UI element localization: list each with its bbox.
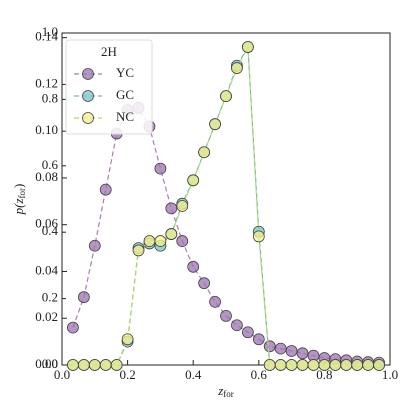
data-point xyxy=(121,333,134,346)
x-tick-label: 0.0 xyxy=(54,367,70,382)
data-point xyxy=(241,326,254,339)
x-tick-label: 0.8 xyxy=(316,367,332,382)
legend: 2H YC GC NC xyxy=(65,39,153,135)
data-point xyxy=(198,146,211,159)
data-point xyxy=(110,359,123,371)
x-tick-label: 0.2 xyxy=(119,367,135,382)
data-point xyxy=(77,359,90,371)
legend-marker xyxy=(82,90,94,102)
y2-tick-label: 0.4 xyxy=(42,223,59,238)
y2-tick-label: 0.6 xyxy=(42,157,59,172)
data-point xyxy=(252,333,265,346)
data-point xyxy=(143,235,156,247)
data-point xyxy=(329,359,342,371)
data-point xyxy=(99,359,112,371)
y-tick-label: 0.12 xyxy=(35,75,58,90)
data-point xyxy=(165,228,178,240)
x-tick-label: 0.6 xyxy=(251,367,268,382)
data-point xyxy=(274,342,287,355)
x-axis-label: zfor xyxy=(217,383,234,399)
data-point xyxy=(362,359,375,371)
legend-title: 2H xyxy=(101,44,117,59)
y2-tick-label: 0.8 xyxy=(42,90,58,105)
legend-box xyxy=(65,39,153,135)
data-point xyxy=(241,41,254,53)
data-point xyxy=(296,347,309,360)
data-point xyxy=(220,310,232,322)
data-point xyxy=(296,359,309,371)
data-point xyxy=(373,359,385,371)
data-point xyxy=(220,90,232,103)
x-tick-label: 0.4 xyxy=(185,367,202,382)
data-point xyxy=(263,340,276,353)
data-point xyxy=(67,359,79,371)
data-point xyxy=(209,295,221,308)
data-point xyxy=(198,277,211,290)
y-tick-label: 0.14 xyxy=(35,29,58,44)
data-point xyxy=(67,321,79,334)
data-point xyxy=(88,359,101,371)
data-point xyxy=(99,183,112,196)
data-point xyxy=(176,200,189,212)
series-line xyxy=(72,45,380,366)
y-tick-label: 0.02 xyxy=(35,309,58,324)
legend-label: GC xyxy=(116,87,134,102)
legend-label: YC xyxy=(116,65,134,80)
data-point xyxy=(231,319,243,332)
data-point xyxy=(209,118,221,131)
y-tick-label: 0.08 xyxy=(35,169,58,184)
data-point xyxy=(285,345,298,357)
y2-tick-label: 0.2 xyxy=(42,290,58,305)
legend-marker xyxy=(82,68,94,80)
legend-marker xyxy=(82,112,94,124)
y-tick-label: 0.06 xyxy=(35,216,58,231)
data-point xyxy=(263,359,276,371)
data-point xyxy=(154,235,167,247)
y-tick-label: 0.04 xyxy=(35,262,58,277)
x-tick-label: 1.0 xyxy=(382,367,398,382)
data-point xyxy=(318,359,331,371)
data-point xyxy=(231,62,243,74)
data-point xyxy=(274,359,287,371)
legend-label: NC xyxy=(116,109,134,124)
data-point xyxy=(176,235,189,247)
data-point xyxy=(132,244,145,257)
data-point xyxy=(165,202,178,215)
y2-tick-label: 0.0 xyxy=(42,356,58,371)
data-point xyxy=(77,291,90,304)
data-point xyxy=(340,359,353,371)
data-point xyxy=(285,359,298,371)
data-point xyxy=(307,359,320,371)
y2-tick-label: 1.0 xyxy=(42,24,58,39)
data-point xyxy=(154,162,167,175)
plot-frame xyxy=(61,32,391,366)
y-axis-label: p(zfor) xyxy=(11,184,27,216)
data-point xyxy=(187,260,200,273)
data-point xyxy=(351,359,364,371)
data-point xyxy=(252,230,265,243)
data-point xyxy=(187,174,200,187)
data-point xyxy=(88,239,101,252)
y-tick-label: 0.10 xyxy=(35,122,58,137)
series-line xyxy=(72,107,380,364)
y-tick-label: 0.00 xyxy=(35,356,58,371)
